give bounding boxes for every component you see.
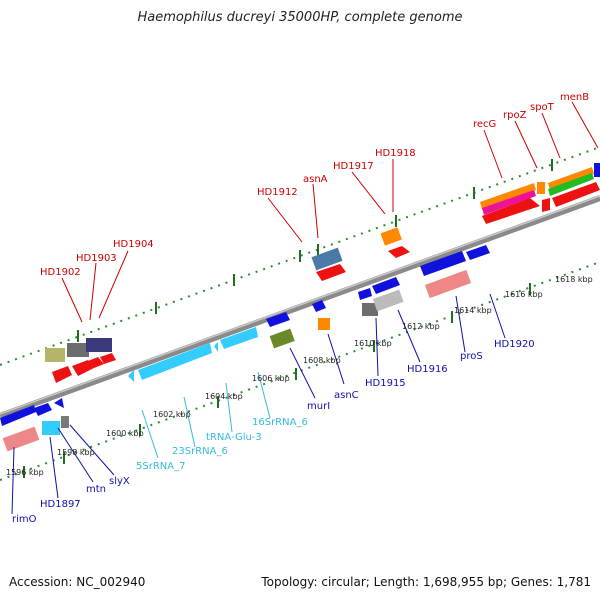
kbp-label: 1608 kbp xyxy=(303,356,341,365)
gene-label-hd1916: HD1916 xyxy=(407,364,448,375)
genome-stats-text: Topology: circular; Length: 1,698,955 bp… xyxy=(261,575,591,589)
rna-label-23srrna-6: 23SrRNA_6 xyxy=(172,446,228,457)
gene-label-hd1920: HD1920 xyxy=(494,339,535,350)
gene-label-hd1903: HD1903 xyxy=(76,253,117,264)
rna-label-connectors xyxy=(141,371,271,459)
lower-track-ticks xyxy=(23,283,531,478)
upper-track-ticks xyxy=(77,159,553,342)
genome-backbone xyxy=(0,195,600,419)
gene-label-hd1915: HD1915 xyxy=(365,378,406,389)
kbp-label: 1618 kbp xyxy=(555,275,593,284)
upper-label-connectors xyxy=(61,101,599,323)
gene-label-pros: proS xyxy=(460,351,483,362)
gene-label-menb: menB xyxy=(560,92,589,103)
gene-label-mtn: mtn xyxy=(86,484,106,495)
gene-label-hd1917: HD1917 xyxy=(333,161,374,172)
accession-text: Accession: NC_002940 xyxy=(9,575,146,589)
kbp-label: 1616 kbp xyxy=(505,290,543,299)
gene-label-hd1918: HD1918 xyxy=(375,148,416,159)
gene-label-rimo: rimO xyxy=(12,514,37,525)
gene-label-spot: spoT xyxy=(530,102,555,113)
gene-label-hd1897: HD1897 xyxy=(40,499,81,510)
rna-label-5srrna-7: 5SrRNA_7 xyxy=(136,461,185,472)
gene-label-asnc: asnC xyxy=(334,390,359,401)
kbp-label: 1610 kbp xyxy=(354,339,392,348)
gene-label-muri: murI xyxy=(307,401,330,412)
kbp-label: 1612 kbp xyxy=(402,322,440,331)
kbp-label: 1602 kbp xyxy=(153,410,191,419)
gene-label-hd1904: HD1904 xyxy=(113,239,154,250)
rna-label-16srrna-6: 16SrRNA_6 xyxy=(252,417,308,428)
kbp-label: 1598 kbp xyxy=(57,448,95,457)
gene-label-rpoz: rpoZ xyxy=(503,110,527,121)
lower-gene-features xyxy=(0,245,490,452)
gene-label-hd1912: HD1912 xyxy=(257,187,298,198)
genome-title: Haemophilus ducreyi 35000HP, complete ge… xyxy=(137,10,463,25)
lower-label-connectors xyxy=(11,293,506,515)
kbp-label: 1604 kbp xyxy=(205,392,243,401)
kbp-label: 1596 kbp xyxy=(6,468,44,477)
upper-gene-features xyxy=(45,163,600,383)
kbp-label: 1614 kbp xyxy=(454,306,492,315)
gene-label-recg: recG xyxy=(473,119,496,130)
rna-label-trna-glu-3: tRNA-Glu-3 xyxy=(206,432,262,443)
gene-label-hd1902: HD1902 xyxy=(40,267,81,278)
gene-label-asna: asnA xyxy=(303,174,328,185)
kbp-label: 1606 kbp xyxy=(252,374,290,383)
gene-label-slyx: slyX xyxy=(109,476,130,487)
kbp-label: 1600 kbp xyxy=(106,429,144,438)
